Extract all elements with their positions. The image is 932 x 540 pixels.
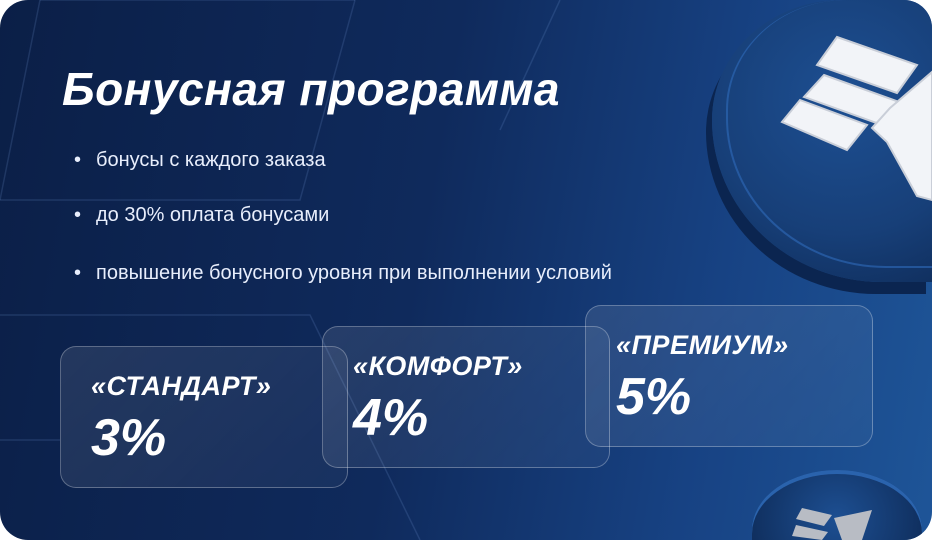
list-item: бонусы с каждого заказа (74, 146, 612, 174)
list-item: до 30% оплата бонусами (74, 201, 612, 229)
benefits-list: бонусы с каждого заказа до 30% оплата бо… (74, 146, 612, 287)
level-name: «ПРЕМИУМ» (616, 330, 789, 360)
level-card-comfort: «КОМФОРТ» 4% (322, 326, 610, 468)
level-percent: 5% (616, 368, 692, 426)
level-card-premium: «ПРЕМИУМ» 5% (585, 305, 873, 447)
level-card-standard: «СТАНДАРТ» 3% (60, 346, 348, 488)
list-item: повышение бонусного уровня при выполнени… (74, 259, 612, 287)
coin-logo-icon (752, 470, 922, 540)
coin-logo-icon (712, 0, 932, 282)
page-title: Бонусная программа (62, 63, 561, 115)
level-percent: 4% (353, 389, 429, 447)
level-name: «КОМФОРТ» (353, 351, 523, 381)
level-name: «СТАНДАРТ» (91, 371, 272, 401)
level-percent: 3% (91, 409, 167, 467)
